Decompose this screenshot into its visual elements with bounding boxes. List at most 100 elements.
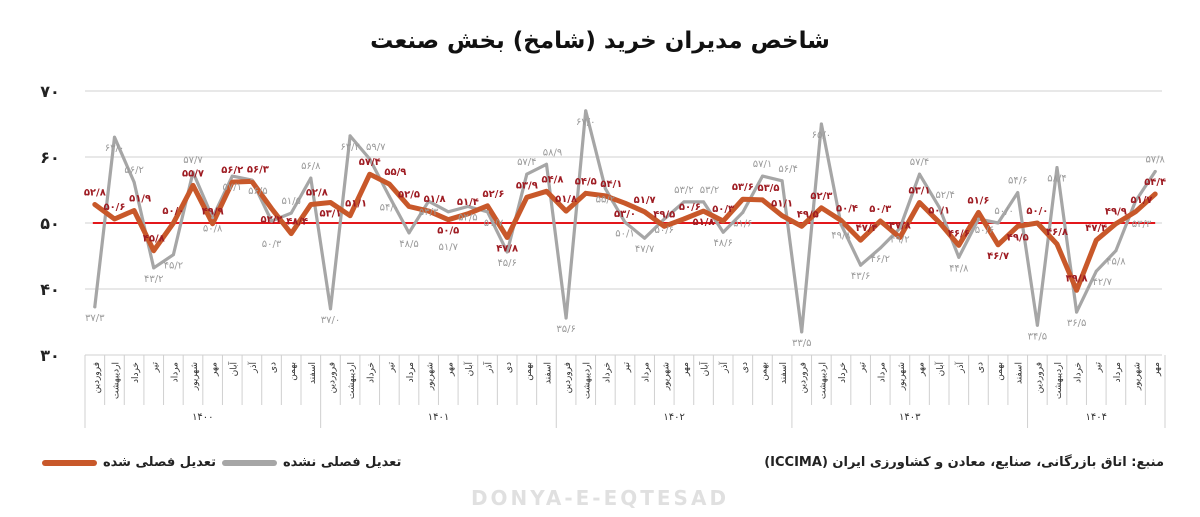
data-point-adjusted <box>996 243 1000 247</box>
data-label-adjusted: ۵۲/۵ <box>398 190 420 201</box>
x-month-label: مهر <box>1152 362 1162 377</box>
data-label-adjusted: ۴۷/۴ <box>1085 223 1107 234</box>
legend-adjusted-swatch <box>42 459 97 466</box>
x-month-label: آبان <box>699 362 711 377</box>
data-point-adjusted <box>584 191 588 195</box>
data-label-adjusted: ۳۹/۸ <box>1066 273 1088 284</box>
data-point-adjusted <box>387 182 391 186</box>
x-month-label: اردیبهشت <box>818 362 828 399</box>
data-point-adjusted <box>878 219 882 223</box>
data-point-unadjusted <box>564 316 568 320</box>
data-point-unadjusted <box>289 211 293 215</box>
x-month-label: مرداد <box>877 362 887 382</box>
x-month-label: اسفند <box>308 362 318 384</box>
data-point-unadjusted <box>996 221 1000 225</box>
data-point-unadjusted <box>505 250 509 254</box>
data-point-adjusted <box>898 236 902 240</box>
data-label-unadjusted: ۵۱/۶ <box>733 218 752 229</box>
data-point-adjusted <box>466 212 470 216</box>
x-month-label: آذر <box>954 362 966 374</box>
data-point-adjusted <box>859 238 863 242</box>
x-month-label: آذر <box>247 362 259 374</box>
data-label-adjusted: ۵۲/۳ <box>810 191 832 202</box>
data-label-adjusted: ۵۶/۲ <box>221 165 243 176</box>
x-month-label: دی <box>740 362 750 373</box>
x-month-label: شهریور <box>190 362 200 391</box>
data-label-unadjusted: ۵۱/۷ <box>439 242 459 253</box>
data-label-adjusted: ۵۰/۶ <box>679 202 701 213</box>
data-point-adjusted <box>446 218 450 222</box>
x-month-label: تیر <box>622 362 632 374</box>
data-point-unadjusted <box>112 135 116 139</box>
data-label-unadjusted: ۵۳/۳ <box>419 207 439 218</box>
data-point-adjusted <box>427 209 431 213</box>
data-point-adjusted <box>839 218 843 222</box>
data-point-unadjusted <box>584 109 588 113</box>
data-point-unadjusted <box>191 170 195 174</box>
x-month-label: تیر <box>1093 362 1103 374</box>
data-label-adjusted: ۵۵/۹ <box>384 167 406 178</box>
data-point-unadjusted <box>1153 170 1157 174</box>
data-point-adjusted <box>564 209 568 213</box>
data-point-unadjusted <box>1114 249 1118 253</box>
data-point-adjusted <box>800 224 804 228</box>
data-label-adjusted: ۵۵/۷ <box>182 168 204 179</box>
data-label-unadjusted: ۳۴/۵ <box>1028 331 1047 342</box>
data-point-unadjusted <box>93 305 97 309</box>
data-point-adjusted <box>93 203 97 207</box>
data-point-unadjusted <box>387 195 391 199</box>
data-point-unadjusted <box>603 187 607 191</box>
x-month-label: تیر <box>151 362 161 374</box>
data-point-unadjusted <box>132 180 136 184</box>
data-point-unadjusted <box>957 255 961 259</box>
data-point-adjusted <box>780 214 784 218</box>
x-month-label: خرداد <box>602 362 612 383</box>
data-label-adjusted: ۵۴/۵ <box>575 176 597 187</box>
data-point-unadjusted <box>662 217 666 221</box>
data-label-unadjusted: ۵۵/۲ <box>596 195 615 206</box>
data-label-unadjusted: ۴۳/۶ <box>851 271 870 282</box>
data-label-unadjusted: ۵۰/۸ <box>203 224 223 235</box>
data-label-unadjusted: ۵۰/۱ <box>615 228 634 239</box>
x-year-label: ۱۴۰۰ <box>192 412 213 423</box>
y-tick-label: ۳۰ <box>40 346 60 365</box>
legend-unadjusted-label: تعدیل فصلی نشده <box>283 455 402 470</box>
data-label-adjusted: ۵۴/۴ <box>1144 177 1166 188</box>
data-label-adjusted: ۴۵/۸ <box>143 234 165 245</box>
data-point-adjusted <box>505 236 509 240</box>
data-point-unadjusted <box>741 210 745 214</box>
data-label-unadjusted: ۵۹/۷ <box>366 142 386 153</box>
data-point-unadjusted <box>1075 310 1079 314</box>
data-label-adjusted: ۵۳/۱ <box>319 209 341 220</box>
data-label-adjusted: ۴۹/۵ <box>653 209 675 220</box>
x-month-label: بهمن <box>524 362 534 381</box>
data-point-unadjusted <box>839 222 843 226</box>
x-month-label: خرداد <box>1074 362 1084 383</box>
data-point-unadjusted <box>211 216 215 220</box>
x-month-label: بهمن <box>288 362 298 381</box>
data-label-unadjusted: ۳۷/۳ <box>85 313 105 324</box>
data-point-adjusted <box>544 189 548 193</box>
data-point-unadjusted <box>368 157 372 161</box>
data-point-unadjusted <box>1016 191 1020 195</box>
legend-adjusted: تعدیل فصلی شده <box>42 455 216 470</box>
data-label-adjusted: ۵۳/۱ <box>909 186 931 197</box>
data-label-adjusted: ۵۴/۱ <box>600 179 622 190</box>
data-point-adjusted <box>191 183 195 187</box>
data-point-unadjusted <box>466 205 470 208</box>
x-year-label: ۱۴۰۳ <box>899 412 921 423</box>
data-label-adjusted: ۵۱/۷ <box>634 195 656 206</box>
data-label-unadjusted: ۵۷/۸ <box>1145 155 1165 166</box>
x-month-label: تیر <box>858 362 868 374</box>
data-label-unadjusted: ۴۵/۸ <box>1106 257 1126 268</box>
data-label-unadjusted: ۶۷/۰ <box>576 117 595 128</box>
data-point-unadjusted <box>760 174 764 178</box>
data-label-unadjusted: ۵۳/۲ <box>674 185 693 196</box>
data-label-adjusted: ۵۴/۸ <box>541 174 563 185</box>
data-point-adjusted <box>270 206 274 210</box>
data-point-unadjusted <box>643 236 647 240</box>
x-month-label: اسفند <box>543 362 553 384</box>
data-point-unadjusted <box>1134 199 1138 203</box>
data-label-adjusted: ۵۱/۸ <box>424 194 446 205</box>
data-point-unadjusted <box>328 307 332 311</box>
